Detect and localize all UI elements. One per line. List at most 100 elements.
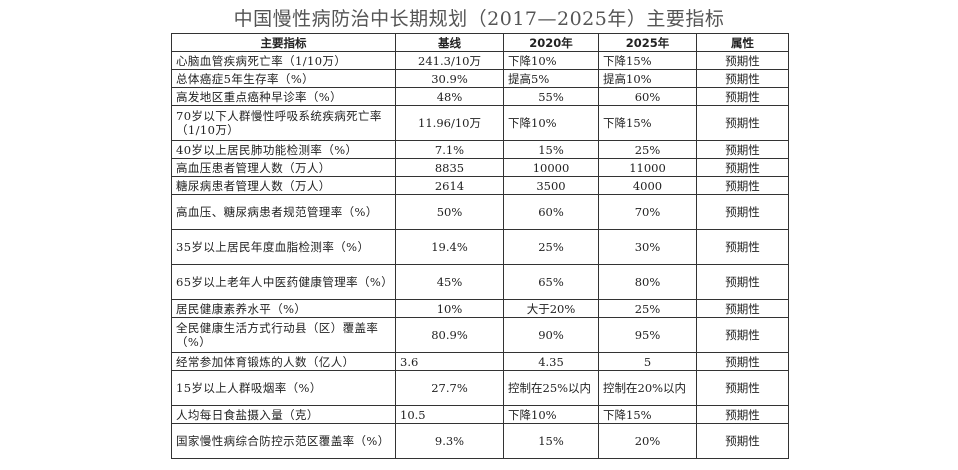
indicator-cell: 70岁以下人群慢性呼吸系统疾病死亡率（1/10万） <box>171 105 396 141</box>
attribute-cell: 预期性 <box>696 87 789 106</box>
target-2020-cell: 下降10% <box>503 405 599 424</box>
target-2025-cell: 4000 <box>598 176 697 195</box>
table-row: 高发地区重点癌种早诊率（%） 48% 55% 60% 预期性 <box>171 87 789 106</box>
table-row: 高血压患者管理人数（万人） 8835 10000 11000 预期性 <box>171 158 789 177</box>
indicator-cell: 心脑血管疾病死亡率（1/10万） <box>171 51 396 70</box>
target-2025-cell: 60% <box>598 87 697 106</box>
header-attribute: 属性 <box>696 33 789 52</box>
indicators-table: 主要指标 基线 2020年 2025年 属性 心脑血管疾病死亡率（1/10万） … <box>171 33 789 459</box>
header-baseline: 基线 <box>395 33 504 52</box>
target-2020-cell: 90% <box>503 317 599 353</box>
indicator-cell: 高血压患者管理人数（万人） <box>171 158 396 177</box>
table-row: 总体癌症5年生存率（%） 30.9% 提高5% 提高10% 预期性 <box>171 69 789 88</box>
indicator-cell: 国家慢性病综合防控示范区覆盖率（%） <box>171 423 396 459</box>
baseline-cell: 27.7% <box>395 370 504 406</box>
target-2020-cell: 25% <box>503 229 599 265</box>
table-header-row: 主要指标 基线 2020年 2025年 属性 <box>171 33 789 52</box>
target-2025-cell: 80% <box>598 264 697 300</box>
target-2025-cell: 95% <box>598 317 697 353</box>
document-title: 中国慢性病防治中长期规划（2017—2025年）主要指标 <box>233 8 725 30</box>
target-2020-cell: 15% <box>503 423 599 459</box>
indicator-cell: 总体癌症5年生存率（%） <box>171 69 396 88</box>
target-2025-cell: 下降15% <box>598 405 697 424</box>
target-2025-cell: 下降15% <box>598 51 697 70</box>
target-2020-cell: 4.35 <box>503 352 599 371</box>
baseline-cell: 241.3/10万 <box>395 51 504 70</box>
baseline-cell: 8835 <box>395 158 504 177</box>
baseline-cell: 9.3% <box>395 423 504 459</box>
attribute-cell: 预期性 <box>696 51 789 70</box>
target-2020-cell: 下降10% <box>503 105 599 141</box>
attribute-cell: 预期性 <box>696 140 789 159</box>
attribute-cell: 预期性 <box>696 158 789 177</box>
target-2025-cell: 下降15% <box>598 105 697 141</box>
attribute-cell: 预期性 <box>696 299 789 318</box>
attribute-cell: 预期性 <box>696 176 789 195</box>
baseline-cell: 10% <box>395 299 504 318</box>
header-2020: 2020年 <box>503 33 599 52</box>
target-2020-cell: 下降10% <box>503 51 599 70</box>
table-row: 35岁以上居民年度血脂检测率（%） 19.4% 25% 30% 预期性 <box>171 229 789 265</box>
target-2025-cell: 25% <box>598 299 697 318</box>
table-row: 65岁以上老年人中医药健康管理率（%） 45% 65% 80% 预期性 <box>171 264 789 300</box>
attribute-cell: 预期性 <box>696 264 789 300</box>
attribute-cell: 预期性 <box>696 194 789 230</box>
target-2025-cell: 30% <box>598 229 697 265</box>
attribute-cell: 预期性 <box>696 105 789 141</box>
target-2020-cell: 10000 <box>503 158 599 177</box>
indicator-cell: 居民健康素养水平（%） <box>171 299 396 318</box>
baseline-cell: 2614 <box>395 176 504 195</box>
baseline-cell: 10.5 <box>395 405 504 424</box>
attribute-cell: 预期性 <box>696 405 789 424</box>
target-2020-cell: 控制在25%以内 <box>503 370 599 406</box>
target-2020-cell: 15% <box>503 140 599 159</box>
target-2020-cell: 提高5% <box>503 69 599 88</box>
indicator-cell: 经常参加体育锻炼的人数（亿人） <box>171 352 396 371</box>
target-2020-cell: 3500 <box>503 176 599 195</box>
baseline-cell: 11.96/10万 <box>395 105 504 141</box>
attribute-cell: 预期性 <box>696 370 789 406</box>
header-indicator: 主要指标 <box>171 33 396 52</box>
header-2025: 2025年 <box>598 33 697 52</box>
table-row: 全民健康生活方式行动县（区）覆盖率（%） 80.9% 90% 95% 预期性 <box>171 317 789 353</box>
target-2025-cell: 控制在20%以内 <box>598 370 697 406</box>
target-2020-cell: 55% <box>503 87 599 106</box>
table-row: 70岁以下人群慢性呼吸系统疾病死亡率（1/10万） 11.96/10万 下降10… <box>171 105 789 141</box>
indicator-cell: 35岁以上居民年度血脂检测率（%） <box>171 229 396 265</box>
indicator-cell: 65岁以上老年人中医药健康管理率（%） <box>171 264 396 300</box>
table-row: 经常参加体育锻炼的人数（亿人） 3.6 4.35 5 预期性 <box>171 352 789 371</box>
table-row: 糖尿病患者管理人数（万人） 2614 3500 4000 预期性 <box>171 176 789 195</box>
target-2025-cell: 25% <box>598 140 697 159</box>
indicator-cell: 15岁以上人群吸烟率（%） <box>171 370 396 406</box>
target-2025-cell: 11000 <box>598 158 697 177</box>
table-row: 高血压、糖尿病患者规范管理率（%） 50% 60% 70% 预期性 <box>171 194 789 230</box>
table-row: 15岁以上人群吸烟率（%） 27.7% 控制在25%以内 控制在20%以内 预期… <box>171 370 789 406</box>
table-row: 居民健康素养水平（%） 10% 大于20% 25% 预期性 <box>171 299 789 318</box>
indicator-cell: 糖尿病患者管理人数（万人） <box>171 176 396 195</box>
attribute-cell: 预期性 <box>696 423 789 459</box>
target-2025-cell: 5 <box>598 352 697 371</box>
target-2020-cell: 60% <box>503 194 599 230</box>
table-row: 心脑血管疾病死亡率（1/10万） 241.3/10万 下降10% 下降15% 预… <box>171 51 789 70</box>
target-2025-cell: 提高10% <box>598 69 697 88</box>
target-2020-cell: 65% <box>503 264 599 300</box>
baseline-cell: 7.1% <box>395 140 504 159</box>
indicator-cell: 40岁以上居民肺功能检测率（%） <box>171 140 396 159</box>
baseline-cell: 30.9% <box>395 69 504 88</box>
attribute-cell: 预期性 <box>696 352 789 371</box>
table-row: 人均每日食盐摄入量（克） 10.5 下降10% 下降15% 预期性 <box>171 405 789 424</box>
target-2025-cell: 70% <box>598 194 697 230</box>
baseline-cell: 80.9% <box>395 317 504 353</box>
indicator-cell: 高发地区重点癌种早诊率（%） <box>171 87 396 106</box>
indicator-cell: 全民健康生活方式行动县（区）覆盖率（%） <box>171 317 396 353</box>
indicator-cell: 高血压、糖尿病患者规范管理率（%） <box>171 194 396 230</box>
baseline-cell: 50% <box>395 194 504 230</box>
baseline-cell: 45% <box>395 264 504 300</box>
attribute-cell: 预期性 <box>696 69 789 88</box>
baseline-cell: 19.4% <box>395 229 504 265</box>
attribute-cell: 预期性 <box>696 317 789 353</box>
baseline-cell: 3.6 <box>395 352 504 371</box>
indicator-cell: 人均每日食盐摄入量（克） <box>171 405 396 424</box>
table-row: 国家慢性病综合防控示范区覆盖率（%） 9.3% 15% 20% 预期性 <box>171 423 789 459</box>
target-2020-cell: 大于20% <box>503 299 599 318</box>
